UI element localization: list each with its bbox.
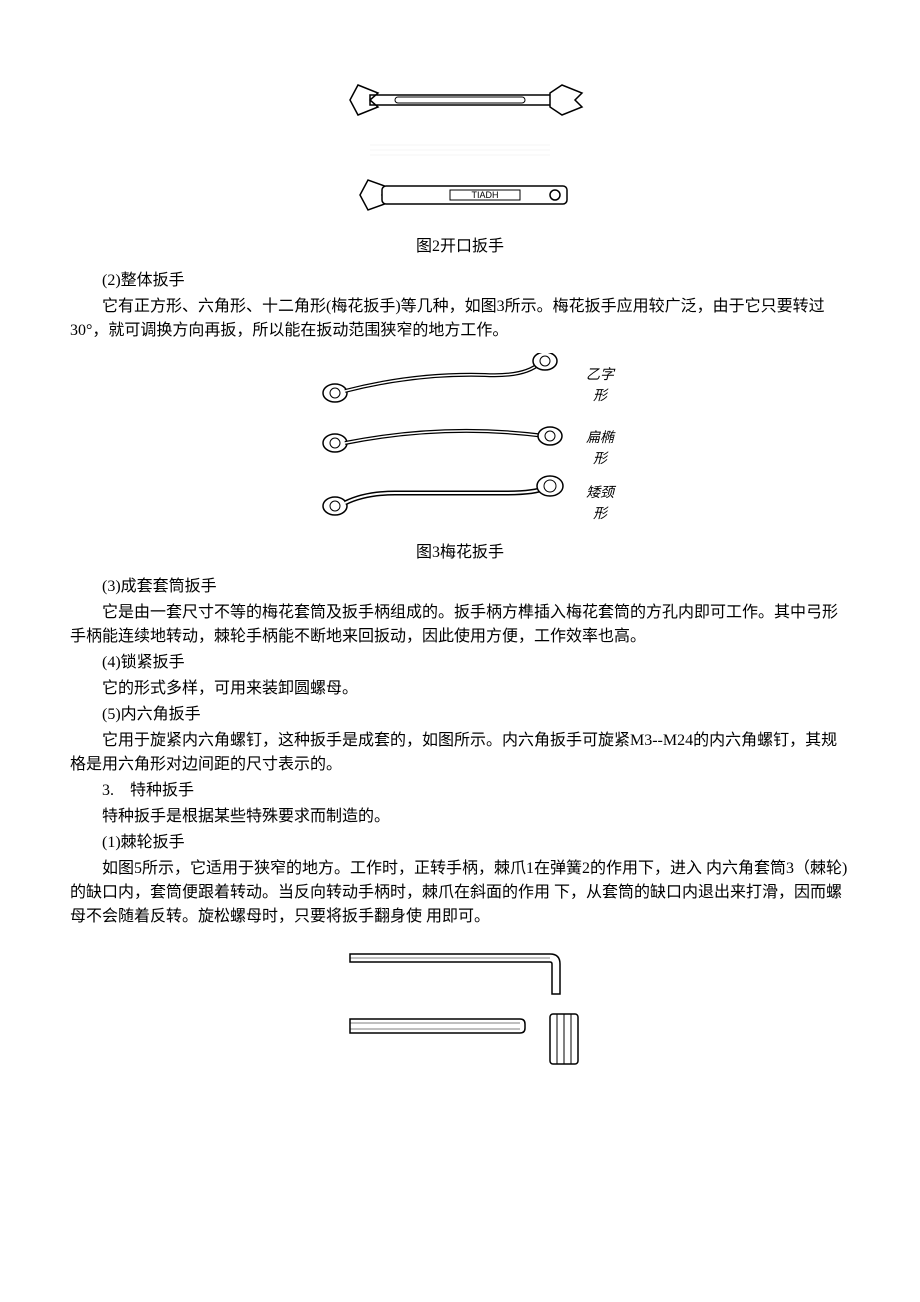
figure-3-caption: 图3梅花扳手 xyxy=(70,541,850,565)
figure-3-label-2: 扁椭形 xyxy=(580,428,620,470)
section-4-para: 它的形式多样，可用来装卸圆螺母。 xyxy=(70,677,850,701)
section-3-heading: (3)成套套筒扳手 xyxy=(70,575,850,599)
section-ratchet-heading: (1)棘轮扳手 xyxy=(70,831,850,855)
section-2-para: 它有正方形、六角形、十二角形(梅花扳手)等几种，如图3所示。梅花扳手应用较广泛，… xyxy=(70,295,850,343)
figure-3: 乙字形 扁椭形 矮颈形 图3梅花扳手 xyxy=(70,353,850,565)
figure-hex-key xyxy=(70,939,850,1079)
figure-2: TIADH 图2开口扳手 xyxy=(70,70,850,259)
section-special-para: 特种扳手是根据某些特殊要求而制造的。 xyxy=(70,805,850,829)
section-3-para: 它是由一套尺寸不等的梅花套筒及扳手柄组成的。扳手柄方榫插入梅花套筒的方孔内即可工… xyxy=(70,601,850,649)
section-5-para: 它用于旋紧内六角螺钉，这种扳手是成套的，如图所示。内六角扳手可旋紧M3--M24… xyxy=(70,729,850,777)
section-4-heading: (4)锁紧扳手 xyxy=(70,651,850,675)
section-2-heading: (2)整体扳手 xyxy=(70,269,850,293)
figure-3-label-1: 乙字形 xyxy=(580,365,620,407)
box-wrench-illustration xyxy=(300,353,620,528)
section-special-heading: 3. 特种扳手 xyxy=(70,779,850,803)
figure-3-label-3: 矮颈形 xyxy=(580,483,620,525)
hex-key-illustration xyxy=(330,939,590,1079)
open-wrench-illustration: TIADH xyxy=(330,70,590,230)
brand-text: TIADH xyxy=(472,190,499,200)
section-5-heading: (5)内六角扳手 xyxy=(70,703,850,727)
figure-2-caption: 图2开口扳手 xyxy=(70,235,850,259)
section-ratchet-para: 如图5所示，它适用于狭窄的地方。工作时，正转手柄，棘爪1在弹簧2的作用下，进入 … xyxy=(70,857,850,929)
